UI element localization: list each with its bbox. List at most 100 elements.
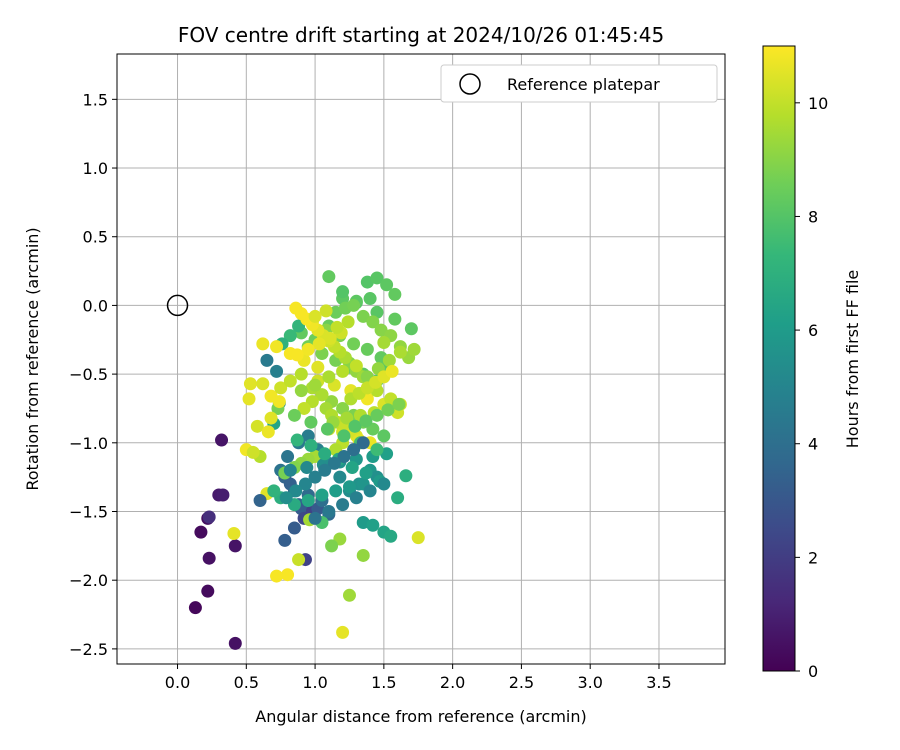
scatter-point: [404, 322, 418, 336]
colorbar-ticks: 0 2 4 6 8 10: [795, 94, 828, 681]
scatter-point: [329, 484, 343, 498]
scatter-point: [281, 450, 295, 464]
scatter-point: [250, 419, 264, 433]
scatter-point: [194, 525, 208, 539]
scatter-point: [308, 511, 322, 525]
legend-marker-icon: [459, 73, 481, 95]
colorbar-tick-label: 4: [808, 435, 818, 454]
colorbar-tick-label: 8: [808, 207, 818, 226]
scatter-point: [289, 301, 303, 315]
scatter-point: [325, 539, 339, 553]
scatter-point: [188, 601, 202, 615]
legend-label: Reference platepar: [507, 75, 660, 94]
scatter-point: [289, 484, 303, 498]
scatter-point: [294, 367, 308, 381]
scatter-point: [267, 484, 281, 498]
scatter-point: [290, 348, 304, 362]
scatter-point: [318, 463, 332, 477]
scatter-point: [287, 521, 301, 535]
scatter-point: [370, 271, 384, 285]
scatter-point: [322, 270, 336, 284]
scatter-point: [201, 584, 215, 598]
scatter-point: [283, 329, 297, 343]
scatter-point: [320, 422, 334, 436]
y-tick-label: −0.5: [69, 365, 108, 384]
scatter-point: [315, 388, 329, 402]
scatter-point: [308, 378, 322, 392]
scatter-point: [270, 340, 284, 354]
colorbar: 0 2 4 6 8 10 Hours from first FF file: [762, 45, 862, 681]
scatter-point: [272, 395, 286, 409]
y-tick-label: −1.5: [69, 503, 108, 522]
scatter-point: [411, 531, 425, 545]
scatter-point: [304, 415, 318, 429]
scatter-point: [370, 443, 384, 457]
scatter-point: [253, 494, 267, 508]
scatter-point: [349, 359, 363, 373]
x-tick-label: 2.0: [440, 673, 465, 692]
scatter-point: [407, 342, 421, 356]
scatter-point: [322, 505, 336, 518]
scatter-point: [281, 568, 295, 582]
y-tick-label: −2.5: [69, 640, 108, 659]
scatter-point: [227, 526, 241, 540]
scatter-point: [366, 315, 380, 329]
scatter-point: [318, 447, 332, 461]
scatter-point: [283, 374, 297, 388]
scatter-point: [242, 392, 256, 406]
reference-point: [166, 294, 189, 317]
scatter-point: [382, 353, 396, 367]
scatter-point: [264, 411, 278, 425]
scatter-point: [336, 285, 350, 299]
grid-lines: [117, 54, 725, 664]
scatter-point: [278, 533, 292, 547]
scatter-point: [294, 384, 308, 398]
scatter-point: [340, 411, 354, 425]
scatter-point: [283, 463, 297, 477]
scatter-point: [274, 381, 288, 395]
scatter-point: [301, 342, 315, 356]
scatter-point: [270, 569, 284, 583]
scatter-point: [216, 488, 230, 502]
y-tick-label: 0.5: [83, 228, 108, 247]
scatter-point: [336, 498, 350, 512]
scatter-point: [336, 364, 350, 378]
scatter-point: [322, 370, 336, 384]
scatter-point: [297, 401, 311, 415]
scatter-point: [363, 484, 377, 498]
scatter-point: [347, 298, 361, 312]
colorbar-tick-label: 10: [808, 94, 828, 113]
x-tick-label: 3.0: [577, 673, 602, 692]
scatter-point: [319, 304, 333, 318]
colorbar-gradient: [762, 45, 796, 672]
y-tick-label: 0.0: [83, 296, 108, 315]
scatter-point: [399, 469, 413, 483]
scatter-point: [298, 477, 312, 491]
scatter-point: [377, 477, 391, 491]
x-tick-label: 1.5: [371, 673, 396, 692]
scatter-point: [356, 436, 370, 450]
scatter-point: [363, 292, 377, 306]
legend-box: [440, 64, 718, 103]
y-tick-label: 1.0: [83, 159, 108, 178]
scatter-point: [279, 491, 293, 505]
x-tick-label: 0.0: [165, 673, 190, 692]
scatter-point: [341, 315, 355, 329]
scatter-point: [330, 320, 344, 334]
chart-title: FOV centre drift starting at 2024/10/26 …: [178, 23, 664, 47]
colorbar-label: Hours from first FF file: [843, 270, 862, 449]
scatter-point: [360, 342, 374, 356]
scatter-point: [323, 331, 337, 345]
scatter-point: [377, 429, 391, 443]
scatter-point: [202, 551, 216, 565]
scatter-point: [228, 539, 242, 553]
scatter-point: [356, 309, 370, 323]
scatter-point: [333, 470, 347, 484]
scatter-point: [315, 488, 329, 502]
scatter-point: [348, 419, 362, 433]
scatter-point: [337, 429, 351, 443]
scatter-point: [384, 529, 398, 543]
scatter-point: [260, 353, 274, 367]
scatter-point: [270, 364, 284, 378]
